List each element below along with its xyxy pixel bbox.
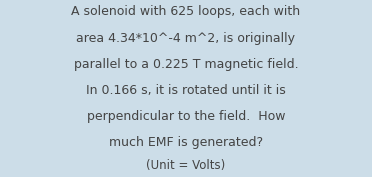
Text: much EMF is generated?: much EMF is generated? <box>109 136 263 149</box>
Text: area 4.34*10^-4 m^2, is originally: area 4.34*10^-4 m^2, is originally <box>77 32 295 44</box>
Text: In 0.166 s, it is rotated until it is: In 0.166 s, it is rotated until it is <box>86 84 286 97</box>
Text: parallel to a 0.225 T magnetic field.: parallel to a 0.225 T magnetic field. <box>74 58 298 71</box>
Text: perpendicular to the field.  How: perpendicular to the field. How <box>87 110 285 123</box>
Text: (Unit = Volts): (Unit = Volts) <box>146 159 226 172</box>
Text: A solenoid with 625 loops, each with: A solenoid with 625 loops, each with <box>71 5 301 18</box>
